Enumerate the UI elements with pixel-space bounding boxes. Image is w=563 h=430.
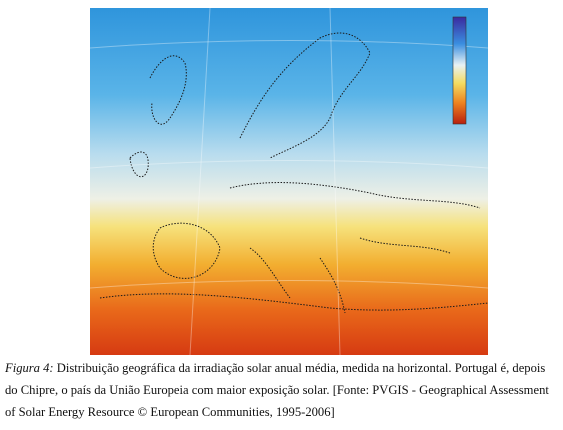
caption-text: Distribuição geográfica da irradiação so… xyxy=(5,361,549,419)
figure-caption: Figura 4: Distribuição geográfica da irr… xyxy=(5,357,558,423)
solar-map xyxy=(90,8,488,355)
caption-label: Figura 4: xyxy=(5,361,54,375)
color-scale xyxy=(452,16,467,125)
graticule xyxy=(90,8,488,355)
coastlines xyxy=(99,32,488,314)
